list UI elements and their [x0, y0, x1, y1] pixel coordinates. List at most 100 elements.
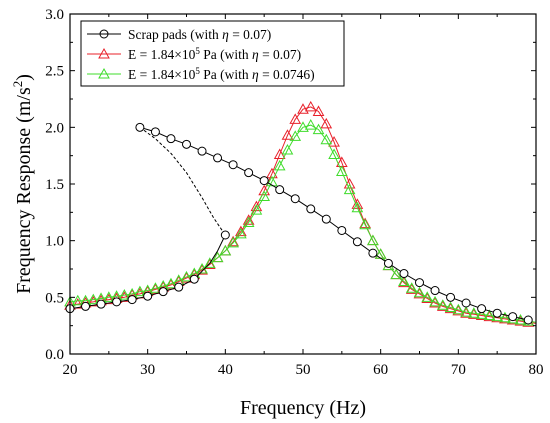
data-point-red: [118, 291, 131, 302]
legend-marker-triangle-red: [98, 47, 110, 59]
data-point-scrap-upper: [508, 312, 518, 322]
data-point-green: [312, 123, 325, 135]
data-point-red: [258, 184, 271, 196]
data-point-green: [134, 285, 146, 297]
x-tick-label: 20: [63, 362, 78, 378]
data-point-red: [297, 103, 309, 114]
data-point-green: [367, 234, 379, 246]
data-point-green: [351, 201, 364, 213]
x-axis-label: Frequency (Hz): [240, 397, 366, 419]
data-point-scrap-lower: [81, 301, 91, 311]
data-point-red: [413, 287, 426, 299]
data-point-scrap-upper: [352, 237, 362, 247]
data-point-green: [211, 251, 224, 263]
data-point-green: [320, 133, 333, 145]
series-line-scrap-jump: [139, 126, 226, 236]
data-point-green: [343, 183, 356, 195]
y-tick-label: 2.0: [45, 120, 64, 136]
x-tick-label: 40: [218, 362, 233, 378]
data-point-scrap-upper: [166, 134, 176, 144]
data-point-scrap-lower: [220, 230, 230, 240]
data-point-green: [102, 291, 115, 302]
data-point-green: [304, 119, 317, 130]
data-point-red: [405, 283, 418, 294]
data-point-green: [359, 218, 371, 230]
data-point-green: [87, 293, 100, 305]
data-point-green: [266, 175, 278, 187]
data-point-green: [258, 190, 271, 201]
data-point-green: [289, 130, 302, 141]
data-point-green: [421, 291, 434, 302]
data-point-green: [281, 143, 294, 155]
series-line-red: [69, 106, 537, 324]
data-point-green: [273, 159, 286, 171]
data-point-scrap-upper: [290, 194, 300, 204]
data-point-red: [281, 129, 294, 140]
legend-marker-triangle-green: [98, 67, 110, 79]
data-point-scrap-upper: [197, 146, 207, 156]
data-point-scrap-upper: [415, 278, 424, 288]
data-point-red: [304, 100, 317, 112]
data-point-scrap-upper: [306, 204, 316, 214]
y-axis-label: Frequency Response (m/s2): [10, 74, 35, 294]
series-line-green: [69, 124, 537, 323]
data-point-scrap-upper: [321, 214, 331, 224]
data-point-scrap-lower: [112, 297, 122, 307]
data-point-green: [390, 268, 403, 280]
data-point-scrap-upper: [150, 127, 160, 137]
data-point-scrap-upper: [399, 269, 409, 279]
data-point-scrap-upper: [430, 286, 440, 296]
data-point-red: [227, 235, 239, 247]
y-tick-label: 0.5: [45, 290, 64, 306]
data-point-green: [499, 311, 511, 323]
data-point-scrap-lower: [158, 287, 168, 297]
data-point-green: [452, 303, 465, 315]
data-point-green: [297, 121, 309, 132]
data-point-scrap-upper: [492, 308, 502, 318]
legend-entry-scrap-pads: Scrap pads (with η = 0.07): [87, 27, 271, 42]
data-point-green: [180, 270, 193, 282]
data-point-green: [328, 148, 340, 160]
data-point-red: [289, 113, 302, 124]
data-point-green: [429, 295, 441, 307]
data-point-green: [203, 257, 216, 268]
data-point-red: [359, 217, 371, 229]
data-point-scrap-upper: [213, 153, 223, 163]
legend-entry-e-0.07: E = 1.84×105 Pa (with η = 0.07): [87, 46, 301, 62]
data-point-scrap-lower: [143, 291, 153, 301]
data-point-red: [102, 293, 115, 305]
data-point-scrap-upper: [446, 292, 456, 302]
data-point-scrap-lower: [96, 299, 106, 309]
data-point-red: [421, 292, 434, 303]
data-point-scrap-lower: [174, 282, 184, 292]
data-point-scrap-lower: [189, 274, 199, 284]
y-tick-label: 0.0: [45, 347, 64, 363]
data-point-green: [71, 294, 84, 306]
data-point-scrap-upper: [275, 185, 285, 195]
data-point-green: [436, 299, 449, 310]
x-tick-label: 60: [373, 362, 388, 378]
data-point-green: [468, 307, 480, 318]
data-point-scrap-lower: [127, 295, 137, 305]
data-point-red: [328, 136, 340, 147]
data-point-scrap-upper: [228, 160, 238, 170]
data-point-scrap-upper: [135, 122, 145, 132]
data-point-green: [444, 301, 457, 313]
legend-marker-circle: [99, 29, 109, 39]
y-tick-label: 2.5: [45, 64, 64, 80]
data-point-scrap-upper: [477, 304, 487, 314]
data-point-scrap-upper: [182, 139, 191, 149]
data-point-red: [71, 298, 84, 309]
data-point-green: [483, 309, 496, 320]
data-point-scrap-upper: [259, 176, 269, 186]
y-tick-label: 1.0: [45, 234, 64, 250]
x-tick-label: 30: [140, 362, 155, 378]
data-point-red: [398, 276, 410, 288]
data-point-green: [405, 282, 418, 293]
axes: 20 30 40 50 60 70 80 0.0 0.5 1.0 1.5 2.0 2.5 3.0: [45, 7, 543, 378]
legend-box: [80, 20, 345, 87]
data-point-scrap-upper: [244, 168, 254, 178]
data-point-green: [250, 204, 263, 215]
data-point-green: [227, 236, 239, 248]
